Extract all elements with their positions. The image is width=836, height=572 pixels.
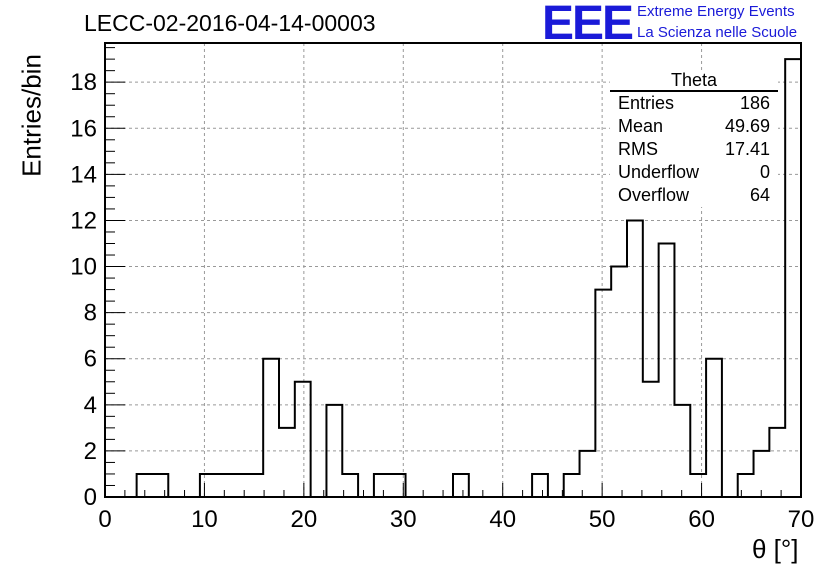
histogram-bin xyxy=(706,359,722,497)
y-tick-label: 14 xyxy=(70,161,97,188)
y-axis-ticks: 0 2 4 6 8 10 12 14 16 18 xyxy=(70,47,125,511)
stats-box: Theta Entries 186 Mean 49.69 RMS 17.41 U… xyxy=(610,70,778,207)
histogram-bin xyxy=(595,290,611,497)
histogram-bin xyxy=(611,267,627,497)
stats-label: Underflow xyxy=(618,162,700,182)
y-tick-label: 0 xyxy=(84,484,97,511)
stats-value: 0 xyxy=(759,162,770,182)
histogram-bin xyxy=(216,474,232,497)
histogram-bin xyxy=(643,382,659,497)
stats-title: Theta xyxy=(610,70,778,92)
stats-label: RMS xyxy=(618,139,658,159)
y-tick-label: 12 xyxy=(70,207,97,234)
x-axis-label: θ [°] xyxy=(752,534,799,564)
y-axis-label: Entries/bin xyxy=(16,54,47,177)
grid-lines xyxy=(105,43,801,497)
y-tick-label: 8 xyxy=(84,300,97,327)
histogram-bin xyxy=(532,474,548,497)
histogram-bin xyxy=(690,474,706,497)
histogram-bin xyxy=(232,474,248,497)
histogram-bin xyxy=(738,474,754,497)
histogram-bin xyxy=(263,359,279,497)
stats-value: 49.69 xyxy=(724,116,770,136)
plot-frame xyxy=(104,42,802,498)
x-tick-label: 40 xyxy=(489,506,516,533)
x-axis-ticks: 0 10 20 30 40 50 60 70 xyxy=(98,483,814,533)
histogram-bin xyxy=(152,474,168,497)
stats-value: 64 xyxy=(749,185,770,205)
x-tick-label: 0 xyxy=(98,506,111,533)
stats-label: Entries xyxy=(618,93,675,113)
histogram-bin xyxy=(279,428,295,497)
stats-row-rms: RMS 17.41 xyxy=(610,138,778,161)
y-tick-label: 6 xyxy=(84,346,97,373)
x-tick-label: 70 xyxy=(788,506,815,533)
stats-row-overflow: Overflow 64 xyxy=(610,184,778,207)
stats-row-entries: Entries 186 xyxy=(610,92,778,115)
x-tick-label: 60 xyxy=(688,506,715,533)
x-tick-label: 10 xyxy=(191,506,218,533)
stats-value: 186 xyxy=(739,93,770,113)
eee-logo: EEE xyxy=(542,0,634,50)
stats-row-underflow: Underflow 0 xyxy=(610,161,778,184)
histogram-bin xyxy=(342,474,358,497)
y-tick-label: 18 xyxy=(70,69,97,96)
histogram-bin xyxy=(374,474,390,497)
logo-line-2: La Scienza nelle Scuole xyxy=(637,24,798,41)
x-tick-label: 30 xyxy=(390,506,417,533)
stats-row-mean: Mean 49.69 xyxy=(610,115,778,138)
stats-label: Overflow xyxy=(618,185,690,205)
histogram-bin xyxy=(247,474,263,497)
y-tick-label: 10 xyxy=(70,254,97,281)
x-tick-label: 50 xyxy=(589,506,616,533)
histogram-bin xyxy=(785,59,801,497)
stats-label: Mean xyxy=(618,116,664,136)
histogram-bin xyxy=(659,243,675,497)
histogram-bin xyxy=(453,474,469,497)
chart-title: LECC-02-2016-04-14-00003 xyxy=(84,10,376,36)
y-tick-label: 2 xyxy=(84,438,97,465)
y-tick-label: 16 xyxy=(70,115,97,142)
logo-line-1: Extreme Energy Events xyxy=(637,3,795,20)
stats-value: 17.41 xyxy=(724,139,770,159)
y-tick-label: 4 xyxy=(84,392,97,419)
histogram-bin xyxy=(295,382,311,497)
histogram-bin xyxy=(564,474,580,497)
histogram-bin xyxy=(200,474,216,497)
histogram-bin xyxy=(769,428,785,497)
x-tick-label: 20 xyxy=(291,506,318,533)
